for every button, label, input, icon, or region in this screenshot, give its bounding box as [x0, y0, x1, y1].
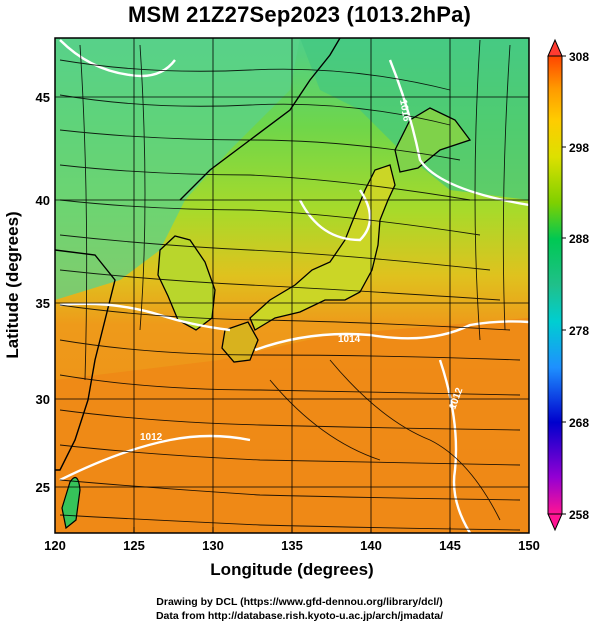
- colorbar-tick-label: 288: [569, 232, 589, 246]
- x-axis-label: Longitude (degrees): [210, 560, 373, 579]
- y-tick-label: 25: [36, 480, 50, 495]
- colorbar-tick-label: 268: [569, 416, 589, 430]
- y-tick-label: 30: [36, 392, 50, 407]
- contour-label: 1016: [397, 99, 412, 123]
- japan-coastline: [249, 164, 396, 331]
- streamlines: [59, 39, 521, 531]
- colorbar-tick-label: 258: [569, 508, 589, 522]
- y-tick-label: 40: [36, 193, 50, 208]
- china-coastline: [55, 249, 116, 471]
- x-tick-label: 125: [123, 538, 145, 553]
- map-gridlines: [55, 38, 529, 533]
- map-plot-area: 1012 1014 1016 1012: [54, 37, 530, 534]
- x-tick-label: 120: [44, 538, 66, 553]
- colorbar-top-arrow: [547, 38, 563, 57]
- korea-coastline: [157, 235, 216, 331]
- map-title: MSM 21Z27Sep2023 (1013.2hPa): [127, 2, 472, 27]
- colorbar-tick-label: 308: [569, 50, 589, 64]
- credit-data: Data from http://database.rish.kyoto-u.a…: [155, 610, 444, 622]
- y-tick-label: 45: [36, 90, 50, 105]
- colorbar-bottom-arrow: [547, 513, 563, 532]
- y-axis-label: Latitude (degrees): [3, 211, 22, 358]
- russia-coastline: [179, 38, 341, 201]
- contour-label: 1012: [140, 432, 163, 443]
- x-tick-label: 140: [360, 538, 382, 553]
- colorbar-tick-label: 278: [569, 324, 589, 338]
- y-tick-label: 35: [36, 296, 50, 311]
- x-tick-label: 150: [518, 538, 540, 553]
- hokkaido-coastline: [394, 107, 472, 173]
- x-tick-label: 130: [202, 538, 224, 553]
- continent-cool-region: [55, 38, 300, 300]
- x-axis: [54, 527, 530, 533]
- credit-drawing: Drawing by DCL (https://www.gfd-dennou.o…: [156, 596, 443, 608]
- contour-label: 1014: [338, 334, 361, 345]
- colorbar-tick-label: 298: [569, 141, 589, 155]
- colorbar-gradient: [547, 55, 563, 515]
- kyushu-coastline: [221, 321, 259, 363]
- x-tick-label: 145: [439, 538, 461, 553]
- x-tick-label: 135: [281, 538, 303, 553]
- colorbar: 308 298 288 278 268 258: [547, 38, 589, 532]
